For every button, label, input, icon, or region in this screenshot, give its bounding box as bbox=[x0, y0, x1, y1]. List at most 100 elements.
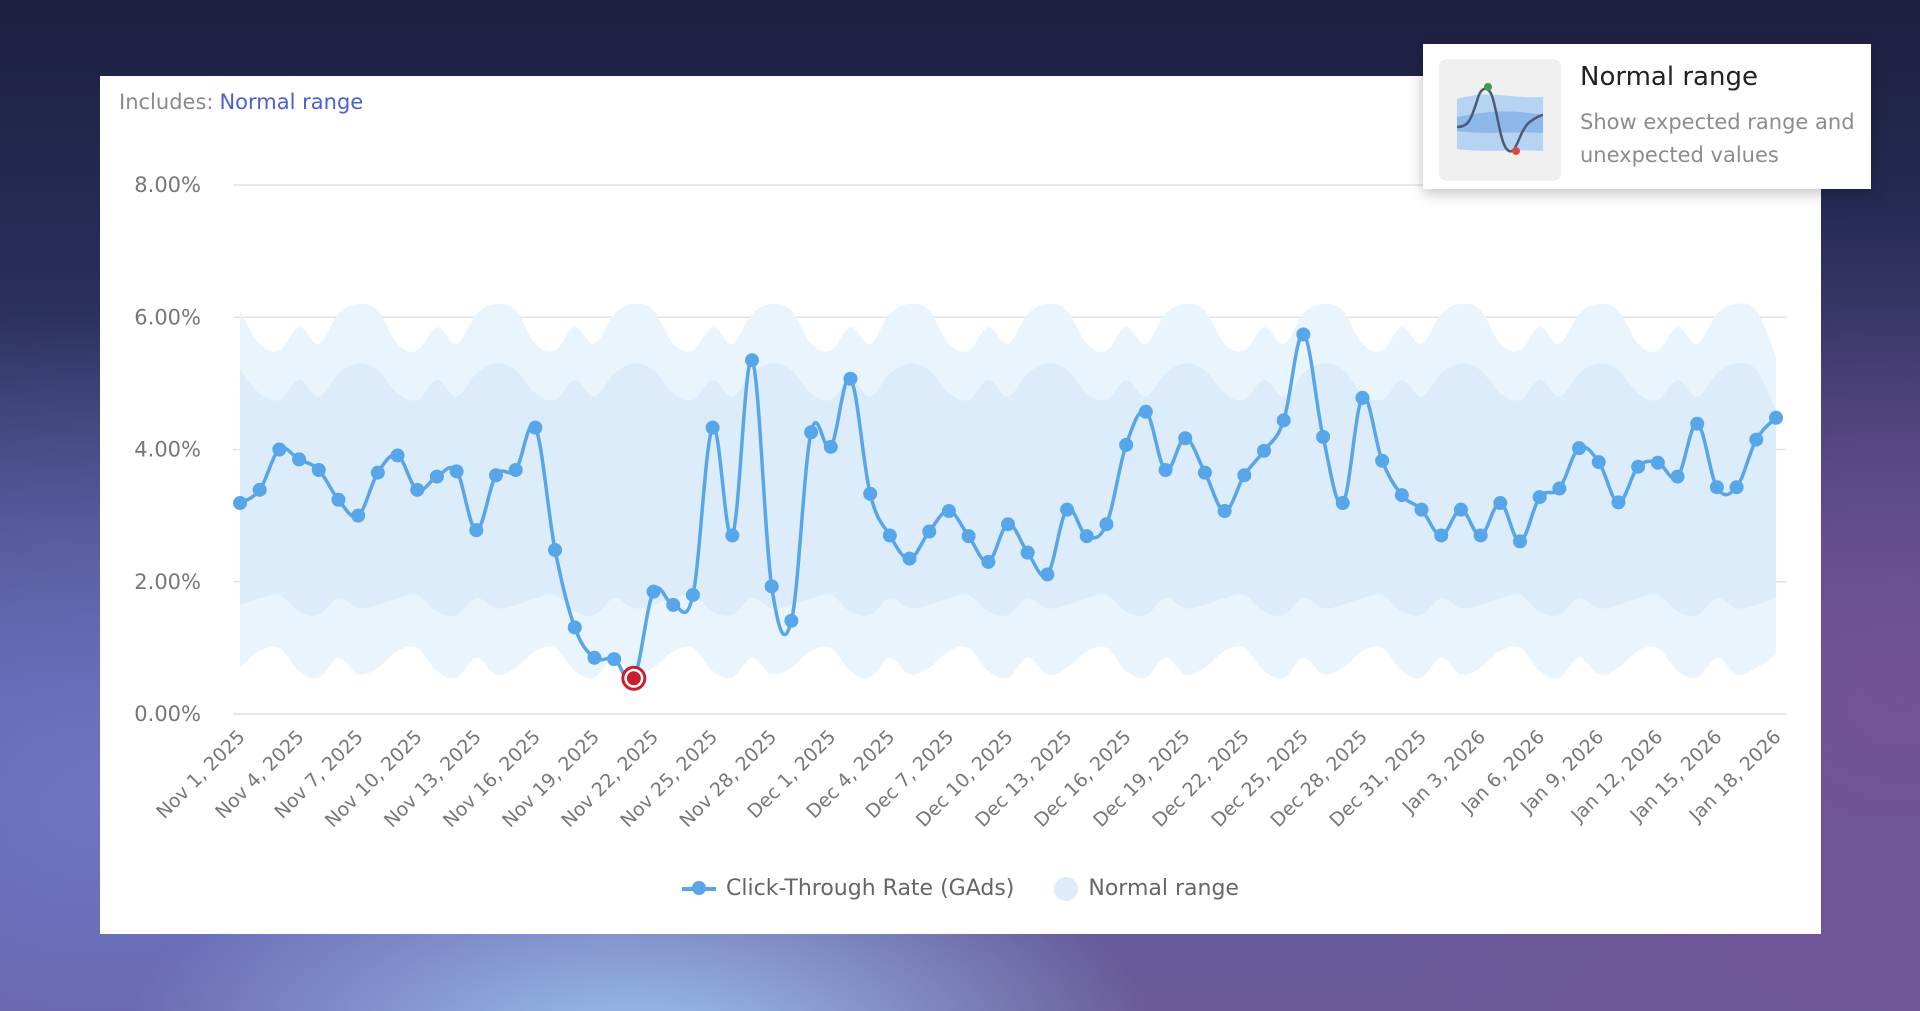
data-point bbox=[1532, 490, 1547, 505]
data-point bbox=[1276, 413, 1291, 428]
normal-range-illustration-icon bbox=[1439, 59, 1561, 181]
data-point bbox=[1572, 441, 1587, 456]
data-point bbox=[1749, 432, 1764, 447]
data-point bbox=[725, 528, 740, 543]
data-point bbox=[1217, 503, 1232, 518]
data-point bbox=[941, 503, 956, 518]
data-point bbox=[508, 462, 523, 477]
data-point bbox=[1591, 455, 1606, 470]
data-point bbox=[804, 425, 819, 440]
data-point bbox=[1237, 468, 1252, 483]
data-point bbox=[784, 613, 799, 628]
data-point bbox=[843, 371, 858, 386]
data-point bbox=[1060, 502, 1075, 517]
y-tick-label: 2.00% bbox=[134, 570, 201, 594]
normal-range-inner-band bbox=[240, 363, 1776, 616]
data-point bbox=[1119, 437, 1134, 452]
data-point bbox=[1316, 429, 1331, 444]
data-point bbox=[1453, 502, 1468, 517]
band-marker-icon bbox=[1054, 876, 1079, 901]
data-point bbox=[705, 420, 720, 435]
data-point bbox=[1650, 455, 1665, 470]
data-point bbox=[331, 492, 346, 507]
data-point bbox=[1552, 481, 1567, 496]
data-point bbox=[1257, 443, 1271, 458]
data-point bbox=[370, 465, 385, 480]
data-point bbox=[429, 469, 444, 484]
data-point bbox=[1513, 534, 1527, 549]
data-point bbox=[646, 584, 661, 599]
legend-item-normal-range[interactable]: Normal range bbox=[1054, 876, 1239, 901]
legend-label-normal-range: Normal range bbox=[1088, 876, 1239, 901]
y-tick-label: 0.00% bbox=[134, 702, 201, 726]
data-point bbox=[1473, 528, 1488, 543]
normal-range-popup[interactable]: Normal range Show expected range and une… bbox=[1423, 44, 1871, 189]
data-point bbox=[764, 579, 779, 594]
data-point bbox=[685, 587, 700, 602]
data-point bbox=[1769, 410, 1783, 425]
data-point bbox=[469, 523, 484, 538]
data-point bbox=[390, 448, 405, 463]
data-point bbox=[1197, 465, 1212, 480]
data-point bbox=[1709, 480, 1724, 495]
data-point bbox=[252, 482, 267, 497]
data-point bbox=[1158, 462, 1173, 477]
data-point bbox=[1493, 496, 1508, 511]
data-point bbox=[1355, 390, 1370, 405]
data-point bbox=[1296, 327, 1311, 342]
line-chart: 0.00%2.00%4.00%6.00%8.00%Nov 1, 2025Nov … bbox=[134, 173, 1786, 832]
data-point bbox=[449, 464, 464, 479]
data-point bbox=[528, 420, 543, 435]
normal-range-link[interactable]: Normal range bbox=[219, 90, 364, 114]
data-point bbox=[410, 482, 425, 497]
data-point bbox=[1138, 404, 1153, 419]
data-point bbox=[311, 462, 326, 477]
data-point bbox=[272, 442, 287, 457]
data-point bbox=[1670, 469, 1685, 484]
data-point bbox=[1178, 431, 1193, 446]
data-point bbox=[922, 524, 937, 539]
y-tick-label: 8.00% bbox=[134, 173, 201, 197]
data-point bbox=[882, 528, 897, 543]
legend: Click-Through Rate (GAds) Normal range bbox=[100, 876, 1821, 901]
data-point bbox=[1079, 529, 1094, 544]
data-point bbox=[961, 529, 976, 544]
includes-bar: Includes: Normal range bbox=[119, 90, 363, 114]
data-point bbox=[745, 353, 759, 368]
data-point bbox=[607, 652, 622, 667]
data-point bbox=[1394, 488, 1409, 503]
data-point bbox=[1375, 453, 1390, 468]
data-point bbox=[1414, 502, 1429, 517]
line-marker-icon bbox=[682, 880, 717, 895]
data-point bbox=[1020, 545, 1035, 560]
data-point bbox=[489, 468, 503, 483]
popup-description: Show expected range and unexpected value… bbox=[1580, 110, 1855, 167]
data-point bbox=[823, 439, 838, 454]
data-point bbox=[351, 508, 366, 523]
legend-label-ctr: Click-Through Rate (GAds) bbox=[726, 876, 1015, 901]
y-tick-label: 4.00% bbox=[134, 438, 201, 462]
data-point bbox=[1690, 416, 1705, 431]
data-point bbox=[233, 496, 247, 511]
data-point bbox=[292, 452, 307, 467]
data-point bbox=[863, 486, 878, 501]
data-point bbox=[567, 620, 582, 635]
data-point bbox=[666, 597, 681, 612]
data-point bbox=[1611, 495, 1626, 510]
chart-card: Includes: Normal range 0.00% 2.00% 4.00% 6.0… bbox=[100, 76, 1821, 934]
y-tick-label: 6.00% bbox=[134, 305, 201, 329]
data-point bbox=[981, 554, 996, 569]
data-point bbox=[548, 543, 563, 558]
data-point bbox=[902, 551, 917, 566]
data-point bbox=[1729, 480, 1744, 495]
data-point bbox=[587, 650, 602, 665]
includes-label: Includes: bbox=[119, 90, 214, 114]
data-point bbox=[1434, 528, 1449, 543]
legend-item-ctr[interactable]: Click-Through Rate (GAds) bbox=[682, 876, 1014, 901]
data-point bbox=[1099, 517, 1114, 532]
data-point bbox=[1335, 496, 1350, 511]
data-point bbox=[1631, 459, 1646, 474]
data-point bbox=[1040, 567, 1055, 582]
anomaly-point bbox=[626, 671, 641, 686]
data-point bbox=[1001, 517, 1015, 532]
